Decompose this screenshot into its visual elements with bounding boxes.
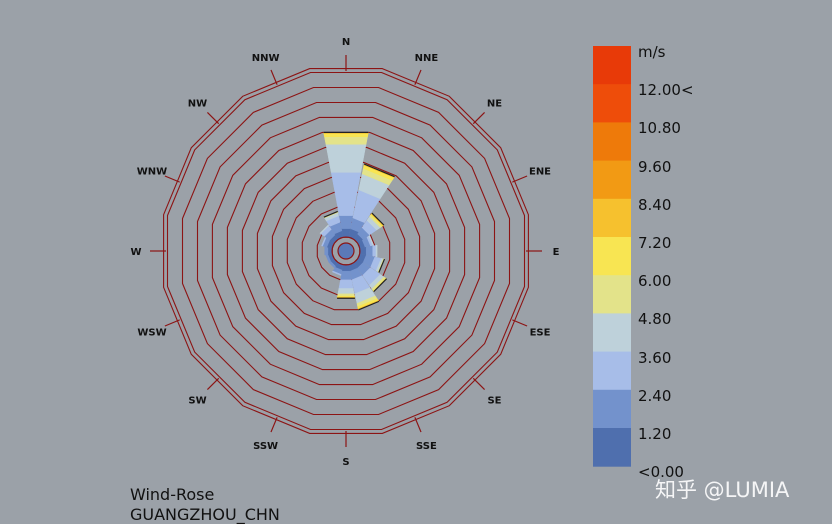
frequency-ring xyxy=(211,116,481,386)
direction-label-nnw: NNW xyxy=(252,53,280,64)
legend-unit: m/s xyxy=(638,43,666,61)
tick-nne xyxy=(414,69,422,85)
legend-tick-label: 2.40 xyxy=(638,386,672,405)
frequency-ring xyxy=(241,146,451,356)
tick-ene xyxy=(512,175,528,183)
legend-swatch xyxy=(593,160,631,200)
petal-tip xyxy=(378,258,386,273)
petal-segment-wsw xyxy=(325,254,331,263)
petal-segment-wnw xyxy=(321,236,327,247)
petal-segment-nw xyxy=(319,224,330,235)
wind-petals xyxy=(319,131,395,311)
legend-tick-label: 8.40 xyxy=(638,195,672,214)
tick-sse xyxy=(414,417,422,433)
petal-segment-e xyxy=(365,245,373,257)
tick-se xyxy=(472,377,486,391)
petal-segment-n xyxy=(338,215,354,229)
petal-segment-sw xyxy=(328,261,336,269)
petal-segment-e xyxy=(375,244,378,258)
legend-tick-label: <0.00 xyxy=(638,463,684,482)
tick-ne xyxy=(472,111,486,125)
direction-label-ese: ESE xyxy=(530,327,551,338)
tick-nnw xyxy=(270,69,278,85)
petal-segment-s xyxy=(341,264,351,272)
frequency-ring xyxy=(166,71,526,431)
petal-segment-w xyxy=(324,246,329,256)
petal-segment-s xyxy=(340,270,352,281)
tick-nw xyxy=(206,111,220,125)
legend-swatch xyxy=(593,198,631,238)
legend-swatch xyxy=(593,389,631,429)
petal-segment-e xyxy=(359,246,367,256)
legend-swatch xyxy=(593,428,631,467)
legend-tick-label: 4.80 xyxy=(638,310,672,329)
frequency-ring xyxy=(271,176,421,326)
petal-tip xyxy=(363,163,395,178)
petal-tip xyxy=(371,212,385,226)
direction-label-nw: NW xyxy=(188,99,207,110)
legend-tick-label: 3.60 xyxy=(638,348,672,367)
direction-label-n: N xyxy=(342,37,350,48)
tick-ssw xyxy=(270,417,278,433)
legend-swatch xyxy=(593,84,631,123)
petal-segment-s xyxy=(337,288,355,295)
frequency-ring xyxy=(301,206,391,296)
legend-tick-label: 10.80 xyxy=(638,119,681,138)
petal-segment-ssw xyxy=(331,270,342,276)
direction-label-wsw: WSW xyxy=(137,327,166,338)
watermark: 知乎 @LUMIA xyxy=(655,478,790,502)
direction-labels: N NNE NE ENE E ESE SE SSE S SSW SW WSW W WNW NW NNW xyxy=(130,37,559,468)
direction-label-sse: SSE xyxy=(416,441,437,452)
direction-label-ssw: SSW xyxy=(253,441,278,452)
legend-tick-label: 12.00< xyxy=(638,81,694,100)
direction-label-s: S xyxy=(342,457,349,468)
petal-segment-s xyxy=(338,279,354,289)
center-circle xyxy=(337,242,355,260)
legend-swatch xyxy=(593,237,631,276)
tick-ese xyxy=(512,319,528,327)
direction-label-wnw: WNW xyxy=(137,167,167,178)
direction-label-sw: SW xyxy=(188,396,206,407)
legend-swatch xyxy=(593,275,631,314)
petal-segment-n xyxy=(323,133,369,137)
legend-swatch xyxy=(593,351,631,391)
legend-tick-label: 1.20 xyxy=(638,425,672,443)
direction-label-se: SE xyxy=(487,396,501,407)
legend-tick-label: 6.00 xyxy=(638,272,672,291)
frequency-ring xyxy=(181,86,511,416)
frequency-rings xyxy=(163,68,529,434)
legend-tick-label: 7.20 xyxy=(638,234,672,252)
tick-wsw xyxy=(164,319,180,327)
tick-sw xyxy=(206,377,220,391)
outer-ring xyxy=(163,68,529,434)
frequency-ring xyxy=(256,161,436,341)
chart-title: Wind-Rose xyxy=(130,485,215,504)
legend-colorbar xyxy=(593,46,631,467)
legend-swatch xyxy=(593,46,631,85)
direction-label-e: E xyxy=(553,247,560,258)
frequency-ring xyxy=(286,191,406,311)
direction-label-ene: ENE xyxy=(529,167,551,178)
petal-tip xyxy=(323,210,338,218)
petal-tip xyxy=(373,278,388,293)
petal-segment-n xyxy=(324,136,368,145)
frequency-ring xyxy=(196,101,496,401)
legend-tick-label: 9.60 xyxy=(638,157,672,176)
petal-segment-n xyxy=(325,144,367,173)
direction-label-w: W xyxy=(130,247,141,258)
center-ring xyxy=(331,236,361,266)
chart-subtitle: GUANGZHOU_CHN xyxy=(130,505,280,524)
direction-label-ne: NE xyxy=(487,99,502,110)
legend-swatch xyxy=(593,313,631,353)
legend-swatch xyxy=(593,122,631,162)
petal-segment-e xyxy=(372,244,377,258)
direction-ticks xyxy=(150,55,542,447)
petal-segment-ene xyxy=(368,235,375,246)
petal-segment-s xyxy=(337,293,355,297)
frequency-ring xyxy=(226,131,466,371)
tick-wnw xyxy=(164,175,180,183)
direction-label-nne: NNE xyxy=(415,53,439,64)
petal-tip xyxy=(358,300,380,311)
